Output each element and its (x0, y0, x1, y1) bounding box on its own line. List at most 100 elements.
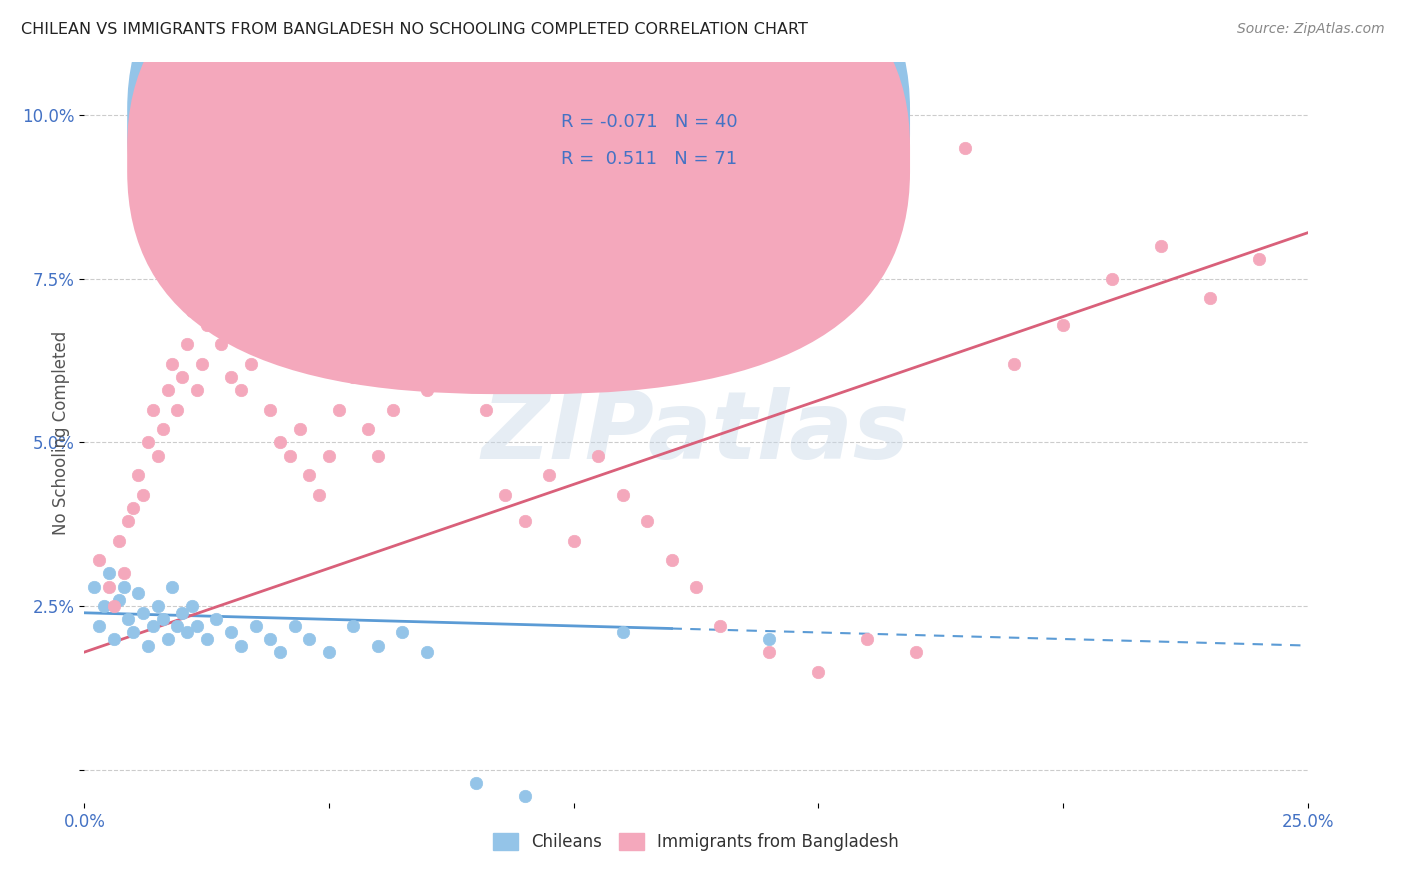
Point (200, 291, 222, 305)
Point (136, 435, 159, 450)
Point (636, 514, 658, 528)
Point (176, 337, 198, 351)
Point (97, 566, 120, 581)
Point (1247, 252, 1270, 266)
Point (661, 553, 683, 567)
Point (172, 370, 194, 384)
Point (195, 318, 218, 332)
Point (142, 402, 165, 417)
Point (953, 140, 976, 154)
Legend: Chileans, Immigrants from Bangladesh: Chileans, Immigrants from Bangladesh (486, 826, 905, 857)
Text: ZIPatlas: ZIPatlas (482, 386, 910, 479)
Point (181, 304, 204, 318)
Y-axis label: No Schooling Completed: No Schooling Completed (52, 331, 70, 534)
Point (586, 449, 609, 463)
Point (513, 514, 536, 528)
Point (758, 632, 780, 646)
Point (454, 370, 477, 384)
Point (294, 304, 316, 318)
Point (166, 619, 188, 633)
Point (807, 665, 830, 679)
Point (103, 599, 125, 614)
Point (166, 402, 188, 417)
FancyBboxPatch shape (127, 0, 910, 357)
Point (245, 619, 267, 633)
Point (181, 599, 204, 614)
Point (146, 449, 169, 463)
Point (209, 337, 232, 351)
Point (249, 337, 271, 351)
Point (152, 422, 174, 436)
Point (318, 449, 340, 463)
Point (464, 776, 486, 790)
Point (612, 488, 634, 502)
Point (186, 383, 208, 397)
Point (440, 370, 463, 384)
Point (162, 580, 184, 594)
Text: R =  0.511   N = 71: R = 0.511 N = 71 (561, 150, 738, 168)
Point (328, 402, 350, 417)
Point (685, 580, 707, 594)
Point (562, 533, 585, 548)
Point (856, 632, 879, 646)
Point (513, 789, 536, 804)
Point (474, 402, 496, 417)
Point (186, 619, 208, 633)
Point (146, 599, 169, 614)
Point (1101, 271, 1123, 285)
Point (381, 402, 404, 417)
Point (259, 402, 281, 417)
Point (436, 337, 458, 351)
Point (284, 619, 307, 633)
Point (245, 271, 267, 285)
Point (205, 612, 228, 626)
Point (122, 500, 145, 515)
Point (107, 592, 129, 607)
Point (117, 612, 139, 626)
Point (396, 357, 419, 371)
Point (107, 533, 129, 548)
Point (494, 488, 516, 502)
Point (87, 553, 110, 567)
Point (229, 639, 252, 653)
Point (298, 468, 321, 483)
Point (367, 639, 389, 653)
Point (1002, 357, 1025, 371)
Point (176, 625, 198, 640)
Point (709, 619, 731, 633)
Point (298, 632, 321, 646)
Point (239, 357, 262, 371)
Text: Source: ZipAtlas.com: Source: ZipAtlas.com (1237, 22, 1385, 37)
Point (112, 566, 135, 581)
Point (278, 449, 301, 463)
Point (357, 422, 380, 436)
Point (229, 383, 252, 397)
Point (112, 580, 135, 594)
Point (1198, 291, 1220, 305)
Point (318, 645, 340, 659)
Point (132, 488, 155, 502)
Point (97, 580, 120, 594)
Point (259, 632, 281, 646)
Point (117, 514, 139, 528)
Point (136, 639, 159, 653)
Point (288, 422, 311, 436)
Point (172, 606, 194, 620)
Text: CHILEAN VS IMMIGRANTS FROM BANGLADESH NO SCHOOLING COMPLETED CORRELATION CHART: CHILEAN VS IMMIGRANTS FROM BANGLADESH NO… (21, 22, 808, 37)
Text: R = -0.071   N = 40: R = -0.071 N = 40 (561, 113, 738, 131)
Point (219, 370, 242, 384)
FancyBboxPatch shape (127, 0, 910, 394)
Point (416, 383, 439, 397)
Point (391, 625, 413, 640)
Point (367, 449, 389, 463)
Point (1150, 239, 1173, 253)
Point (152, 612, 174, 626)
Point (87, 619, 110, 633)
Point (342, 370, 364, 384)
Point (127, 586, 149, 600)
Point (122, 625, 145, 640)
Point (195, 632, 218, 646)
FancyBboxPatch shape (464, 92, 806, 195)
Point (391, 318, 413, 332)
Point (142, 619, 165, 633)
